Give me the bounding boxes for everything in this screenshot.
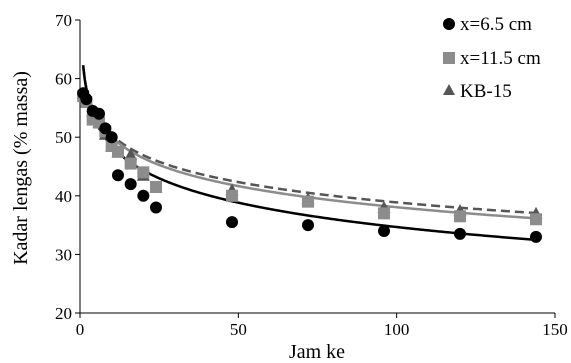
x-tick-label: 0 xyxy=(76,320,85,339)
legend-label-0: x=6.5 cm xyxy=(460,14,532,35)
point-circle xyxy=(226,216,238,229)
point-circle xyxy=(80,93,93,106)
y-tick-label: 70 xyxy=(55,11,72,30)
tick-labels: 0 50 100 150 20 30 40 50 60 70 xyxy=(55,11,568,339)
point-square xyxy=(226,189,238,202)
legend-item-1: x=11.5 cm xyxy=(443,48,541,69)
x-axis-label: Jam ke xyxy=(289,341,345,363)
legend-item-0: x=6.5 cm xyxy=(443,14,532,35)
point-square xyxy=(454,210,466,223)
y-tick-label: 20 xyxy=(55,304,72,323)
point-triangle xyxy=(124,148,138,161)
x-tick-label: 150 xyxy=(542,320,568,339)
point-circle xyxy=(99,122,112,135)
legend-item-2: KB-15 xyxy=(443,81,512,102)
point-square xyxy=(137,166,150,179)
y-tick-label: 60 xyxy=(55,70,72,89)
legend-label-1: x=11.5 cm xyxy=(460,48,541,69)
point-square xyxy=(150,181,162,194)
point-circle xyxy=(378,224,390,237)
point-circle xyxy=(530,230,542,243)
point-square xyxy=(378,207,390,220)
point-circle xyxy=(454,227,466,240)
point-circle xyxy=(105,131,118,144)
point-square xyxy=(302,195,314,208)
point-circle xyxy=(150,201,162,214)
y-tick-label: 50 xyxy=(55,128,72,147)
point-circle xyxy=(137,189,150,202)
point-circle xyxy=(302,219,314,232)
y-tick-label: 40 xyxy=(55,187,72,206)
data-markers xyxy=(76,86,543,243)
legend: x=6.5 cm x=11.5 cm KB-15 xyxy=(443,14,541,102)
axes xyxy=(75,19,556,318)
legend-marker-square xyxy=(443,52,455,64)
legend-label-2: KB-15 xyxy=(460,81,512,102)
legend-marker-circle xyxy=(443,18,455,30)
legend-marker-triangle xyxy=(443,84,455,95)
point-square xyxy=(112,145,124,158)
point-circle xyxy=(112,169,124,182)
x-tick-label: 100 xyxy=(384,320,410,339)
point-circle xyxy=(124,178,137,191)
y-tick-label: 30 xyxy=(55,245,72,264)
point-square xyxy=(124,157,137,170)
point-square xyxy=(530,213,542,226)
y-axis-label: Kadar lengas (% massa) xyxy=(10,71,32,265)
x-tick-label: 50 xyxy=(230,320,247,339)
point-circle xyxy=(93,107,105,120)
